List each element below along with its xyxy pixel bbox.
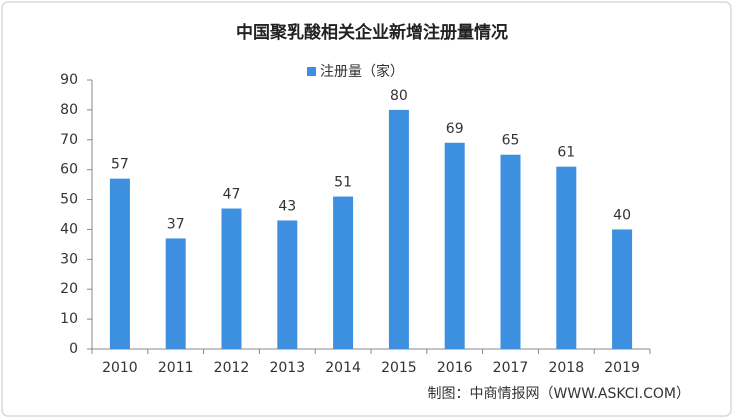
y-tick-label: 70: [60, 132, 78, 148]
chart-title: 中国聚乳酸相关企业新增注册量情况: [236, 22, 508, 43]
value-label: 40: [613, 207, 631, 223]
value-label: 65: [502, 133, 520, 149]
bar: [500, 154, 521, 349]
y-tick-label: 60: [60, 162, 78, 178]
bar: [109, 178, 130, 349]
y-tick-label: 10: [60, 311, 78, 327]
x-tick-label: 2019: [604, 360, 640, 376]
value-label: 47: [223, 187, 241, 203]
value-label: 80: [390, 88, 408, 104]
legend-swatch: [307, 67, 316, 76]
x-tick-label: 2015: [381, 360, 417, 376]
x-tick-label: 2016: [437, 360, 473, 376]
x-tick-label: 2018: [548, 360, 584, 376]
x-tick-label: 2013: [269, 360, 305, 376]
bar: [221, 208, 242, 349]
value-label: 37: [167, 216, 185, 232]
bar: [612, 229, 633, 349]
x-tick-label: 2017: [493, 360, 529, 376]
y-tick-label: 0: [69, 341, 78, 357]
value-label: 57: [111, 157, 129, 173]
bar: [556, 166, 577, 349]
y-tick-label: 20: [60, 281, 78, 297]
y-tick-label: 80: [60, 102, 78, 118]
value-label: 61: [557, 145, 575, 161]
bar: [388, 109, 409, 349]
bar: [277, 220, 298, 349]
bar: [165, 238, 186, 349]
value-label: 51: [334, 175, 352, 191]
x-tick-label: 2010: [102, 360, 138, 376]
bar: [444, 142, 465, 349]
y-tick-label: 40: [60, 221, 78, 237]
y-tick-label: 50: [60, 192, 78, 208]
bar: [333, 196, 354, 349]
x-tick-label: 2014: [325, 360, 361, 376]
x-tick-label: 2011: [158, 360, 194, 376]
legend-label: 注册量（家）: [320, 63, 404, 80]
value-label: 69: [446, 121, 464, 137]
y-tick-label: 30: [60, 251, 78, 267]
y-tick-label: 90: [60, 72, 78, 88]
x-tick-label: 2012: [214, 360, 250, 376]
value-label: 43: [278, 198, 296, 214]
source-note: 制图：中商情报网（WWW.ASKCI.COM）: [428, 386, 690, 402]
